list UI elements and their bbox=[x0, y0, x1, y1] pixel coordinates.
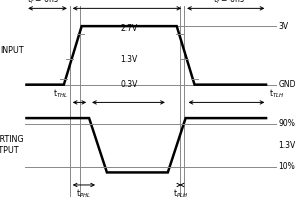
Text: 1.3V: 1.3V bbox=[121, 55, 138, 64]
Text: t$_{TLH}$: t$_{TLH}$ bbox=[269, 87, 284, 100]
Text: GND: GND bbox=[279, 80, 296, 89]
Text: 2.7V: 2.7V bbox=[121, 24, 138, 33]
Text: t$_{THL}$: t$_{THL}$ bbox=[53, 87, 68, 100]
Text: t$_{PHL}$: t$_{PHL}$ bbox=[76, 188, 91, 200]
Text: 1.3V: 1.3V bbox=[279, 141, 296, 150]
Text: 0.3V: 0.3V bbox=[121, 80, 138, 89]
Text: 90%: 90% bbox=[279, 119, 296, 128]
Text: INPUT: INPUT bbox=[0, 46, 24, 55]
Text: 3V: 3V bbox=[279, 22, 289, 31]
Text: INVERTING
OUTPUT: INVERTING OUTPUT bbox=[0, 135, 24, 155]
Text: t$_r$ = 6ns: t$_r$ = 6ns bbox=[27, 0, 59, 6]
Text: 10%: 10% bbox=[279, 162, 295, 172]
Text: t$_{PLH}$: t$_{PLH}$ bbox=[173, 188, 188, 200]
Text: t$_f$ = 6ns: t$_f$ = 6ns bbox=[213, 0, 244, 6]
